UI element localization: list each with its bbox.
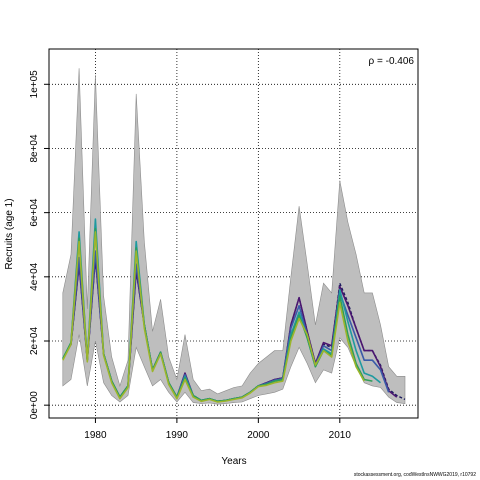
series-layer xyxy=(62,218,406,403)
correlation-annotation: ρ = -0.406 xyxy=(369,56,415,67)
x-tick-label-0: 1980 xyxy=(84,430,107,441)
x-tick-label-2: 2000 xyxy=(247,430,270,441)
footer-credit: stockassessment.org, codWestInsNWWG2019,… xyxy=(353,472,476,478)
x-axis: 1980 1990 2000 2010 xyxy=(84,418,351,441)
series-line-5 xyxy=(62,231,365,403)
y-axis-title: Recruits (age 1) xyxy=(4,198,15,269)
x-tick-label-3: 2010 xyxy=(329,430,352,441)
confidence-band xyxy=(62,68,406,405)
y-tick-label-2: 4e+04 xyxy=(29,262,40,291)
y-tick-label-1: 2e+04 xyxy=(29,327,40,356)
y-axis: 0e+00 2e+04 4e+04 6e+04 8e+04 1e+05 xyxy=(29,70,49,419)
y-tick-label-3: 6e+04 xyxy=(29,198,40,227)
y-tick-label-0: 0e+00 xyxy=(29,391,40,420)
plot-frame xyxy=(48,48,419,419)
x-axis-title: Years xyxy=(221,456,246,467)
x-tick-label-1: 1990 xyxy=(166,430,189,441)
y-tick-label-4: 8e+04 xyxy=(29,134,40,163)
y-tick-label-5: 1e+05 xyxy=(29,70,40,99)
